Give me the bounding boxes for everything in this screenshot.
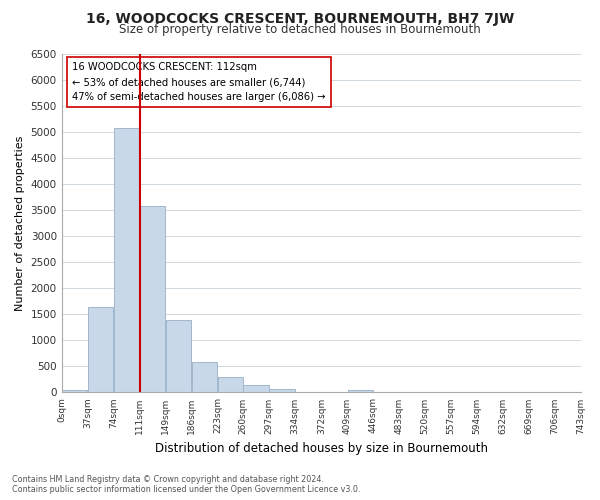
Bar [269,390,295,392]
Bar [347,390,373,392]
Y-axis label: Number of detached properties: Number of detached properties [15,136,25,311]
Bar [113,128,139,392]
Bar [139,206,165,392]
Bar [62,390,87,392]
Bar [88,306,113,392]
Bar [192,362,217,392]
X-axis label: Distribution of detached houses by size in Bournemouth: Distribution of detached houses by size … [155,442,488,455]
Text: Contains HM Land Registry data © Crown copyright and database right 2024.
Contai: Contains HM Land Registry data © Crown c… [12,474,361,494]
Text: Size of property relative to detached houses in Bournemouth: Size of property relative to detached ho… [119,22,481,36]
Text: 16, WOODCOCKS CRESCENT, BOURNEMOUTH, BH7 7JW: 16, WOODCOCKS CRESCENT, BOURNEMOUTH, BH7… [86,12,514,26]
Bar [218,377,243,392]
Bar [166,320,191,392]
Text: 16 WOODCOCKS CRESCENT: 112sqm
← 53% of detached houses are smaller (6,744)
47% o: 16 WOODCOCKS CRESCENT: 112sqm ← 53% of d… [72,62,326,102]
Bar [244,384,269,392]
